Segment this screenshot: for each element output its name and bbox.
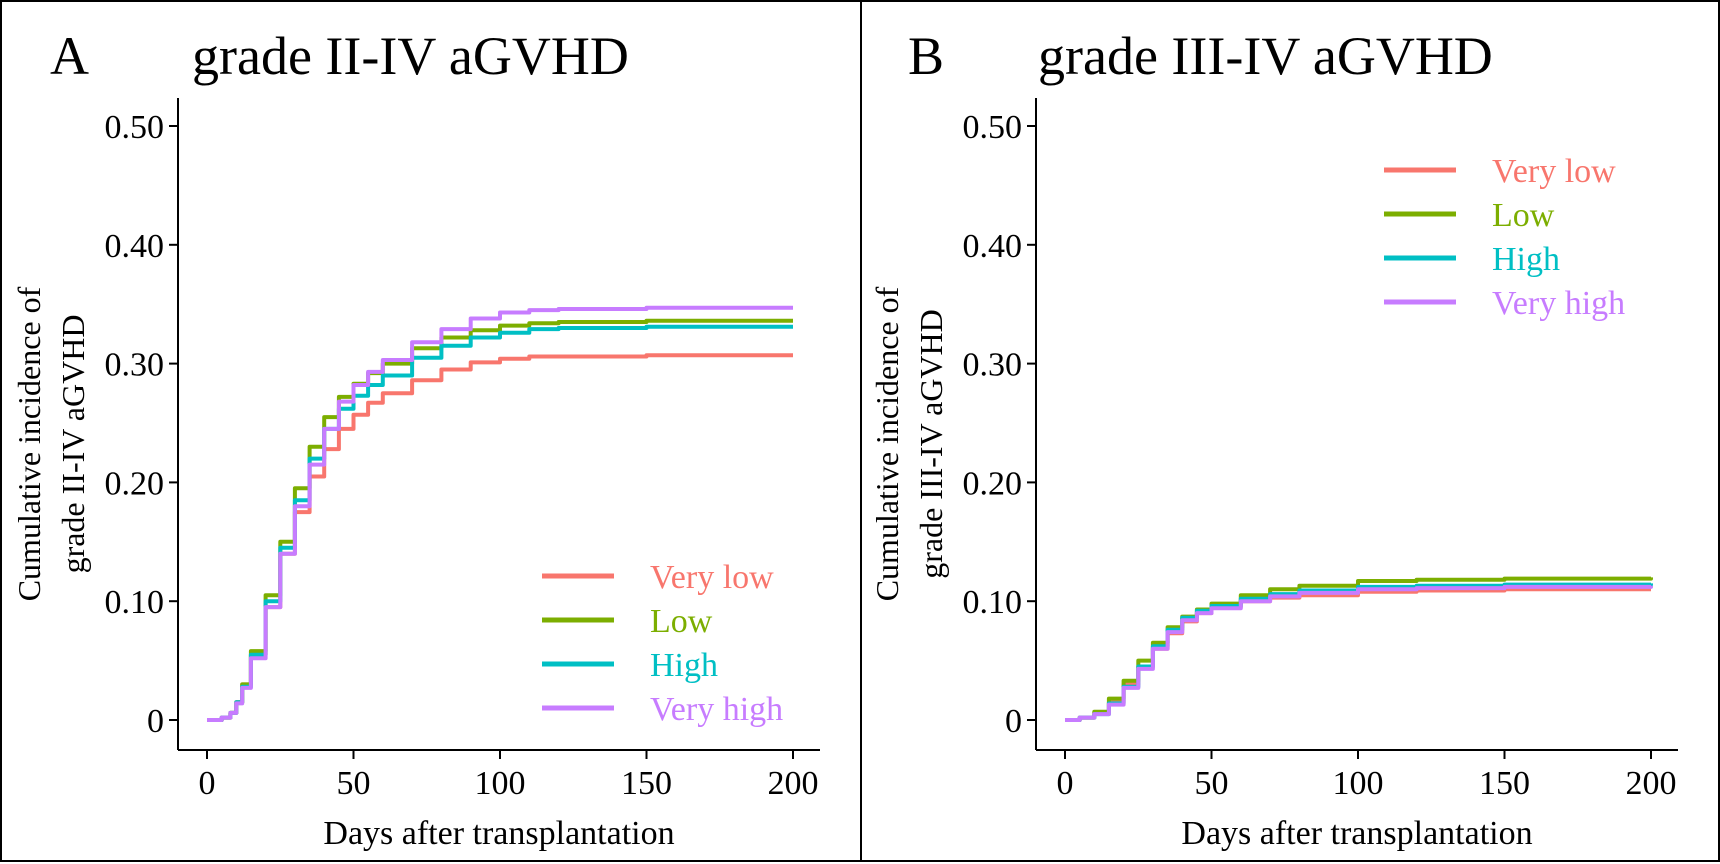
y-tick-label: 0.40 bbox=[963, 228, 1023, 265]
y-tick-label: 0.30 bbox=[105, 347, 165, 384]
x-tick-label: 200 bbox=[768, 765, 819, 802]
x-axis-label: Days after transplantation bbox=[323, 815, 674, 852]
x-tick-label: 150 bbox=[1479, 765, 1530, 802]
y-tick-label: 0.50 bbox=[963, 109, 1023, 146]
y-tick-label: 0.10 bbox=[105, 584, 165, 621]
panel-letter: A bbox=[50, 26, 89, 86]
y-axis-label-line: Cumulative incidence of bbox=[869, 286, 905, 601]
chart-title: grade II-IV aGVHD bbox=[192, 26, 629, 86]
legend-label-very-high: Very high bbox=[1492, 285, 1625, 322]
y-axis-label-line: grade III-IV aGVHD bbox=[913, 309, 949, 579]
y-tick-label: 0.40 bbox=[105, 228, 165, 265]
legend-label-high: High bbox=[650, 647, 718, 684]
x-tick-label: 0 bbox=[199, 765, 216, 802]
x-tick-label: 50 bbox=[337, 765, 371, 802]
series-line-very-high bbox=[207, 305, 793, 722]
legend-label-very-low: Very low bbox=[650, 559, 774, 596]
x-axis-label: Days after transplantation bbox=[1181, 815, 1532, 852]
y-tick-label: 0 bbox=[147, 703, 164, 740]
x-tick-label: 0 bbox=[1057, 765, 1074, 802]
x-tick-label: 100 bbox=[475, 765, 526, 802]
legend-label-high: High bbox=[1492, 241, 1560, 278]
y-tick-label: 0.50 bbox=[105, 109, 165, 146]
x-tick-label: 100 bbox=[1333, 765, 1384, 802]
panel-letter: B bbox=[908, 26, 944, 86]
x-tick-label: 50 bbox=[1195, 765, 1229, 802]
y-axis-label-line: Cumulative incidence of bbox=[11, 286, 47, 601]
legend-label-low: Low bbox=[650, 603, 713, 640]
x-tick-label: 150 bbox=[621, 765, 672, 802]
x-tick-label: 200 bbox=[1626, 765, 1677, 802]
y-tick-label: 0.10 bbox=[963, 584, 1023, 621]
y-tick-label: 0.30 bbox=[963, 347, 1023, 384]
y-axis-label-line: grade II-IV aGVHD bbox=[55, 315, 91, 574]
legend-label-very-high: Very high bbox=[650, 691, 783, 728]
legend-label-low: Low bbox=[1492, 197, 1555, 234]
y-tick-label: 0.20 bbox=[105, 465, 165, 502]
y-tick-label: 0 bbox=[1005, 703, 1022, 740]
series-line-very-high bbox=[1065, 584, 1653, 722]
legend-label-very-low: Very low bbox=[1492, 153, 1616, 190]
y-tick-label: 0.20 bbox=[963, 465, 1023, 502]
chart-title: grade III-IV aGVHD bbox=[1038, 26, 1493, 86]
